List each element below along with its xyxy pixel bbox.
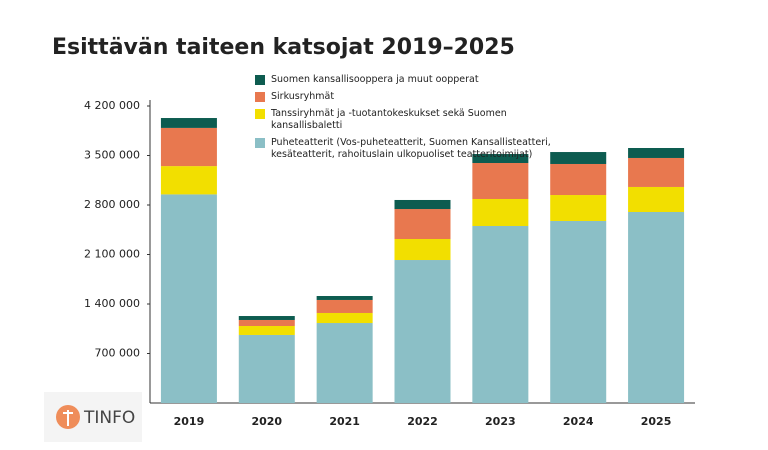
bar-segment	[316, 299, 373, 313]
legend: Suomen kansallisooppera ja muut oopperat…	[255, 74, 555, 166]
bar-segment	[628, 186, 685, 213]
bar-segment	[160, 166, 217, 195]
bar-segment	[628, 157, 685, 187]
y-tick-label: 1 400 000	[84, 297, 140, 310]
legend-item: Tanssiryhmät ja -tuotantokeskukset sekä …	[255, 108, 555, 132]
logo-icon-mark	[63, 410, 73, 426]
legend-item: Suomen kansallisooppera ja muut oopperat	[255, 74, 555, 86]
bar-segment	[550, 195, 607, 221]
legend-swatch	[255, 109, 265, 119]
bar-segment	[628, 148, 685, 158]
legend-swatch	[255, 92, 265, 102]
bar-segment	[550, 163, 607, 196]
x-tick-label: 2025	[641, 415, 672, 428]
bar-segment	[160, 127, 217, 167]
bar-segment	[472, 226, 529, 403]
bar-segment	[472, 154, 529, 163]
bar-segment	[628, 212, 685, 403]
bar-segment	[238, 334, 295, 403]
bar-segment	[316, 323, 373, 403]
legend-swatch	[255, 138, 265, 148]
bar-segment	[394, 209, 451, 240]
bar-segment	[550, 152, 607, 164]
x-tick-label: 2022	[407, 415, 438, 428]
bar-segment	[238, 325, 295, 335]
logo-text: TINFO	[83, 408, 135, 428]
bar-segment	[316, 296, 373, 300]
bar-segment	[472, 162, 529, 199]
legend-label: Tanssiryhmät ja -tuotantokeskukset sekä …	[271, 108, 507, 131]
y-tick-label: 2 100 000	[84, 248, 140, 261]
y-tick-label: 4 200 000	[84, 99, 140, 112]
bar-segment	[394, 199, 451, 210]
legend-item: Puheteatterit (Vos-puheteatterit, Suomen…	[255, 137, 555, 161]
x-tick-label: 2020	[251, 415, 282, 428]
bar-segment	[394, 260, 451, 403]
bar-segment	[550, 220, 607, 403]
bar-segment	[238, 316, 295, 320]
x-tick-label: 2019	[174, 415, 205, 428]
bar-segment	[238, 319, 295, 326]
bar-segment	[316, 312, 373, 324]
bar-segment	[160, 118, 217, 128]
legend-label: Puheteatterit (Vos-puheteatterit, Suomen…	[271, 137, 551, 160]
legend-item: Sirkusryhmät	[255, 91, 555, 103]
x-tick-label: 2024	[563, 415, 594, 428]
bar-segment	[160, 194, 217, 403]
bar-segment	[472, 198, 529, 227]
chart-title: Esittävän taiteen katsojat 2019–2025	[52, 35, 515, 60]
x-tick-label: 2023	[485, 415, 516, 428]
legend-label: Sirkusryhmät	[271, 91, 335, 102]
y-tick-label: 3 500 000	[84, 149, 140, 162]
y-tick-label: 2 800 000	[84, 198, 140, 211]
bar-segment	[394, 239, 451, 261]
x-tick-label: 2021	[329, 415, 360, 428]
y-tick-label: 700 000	[95, 347, 141, 360]
legend-label: Suomen kansallisooppera ja muut oopperat	[271, 74, 479, 85]
legend-swatch	[255, 75, 265, 85]
